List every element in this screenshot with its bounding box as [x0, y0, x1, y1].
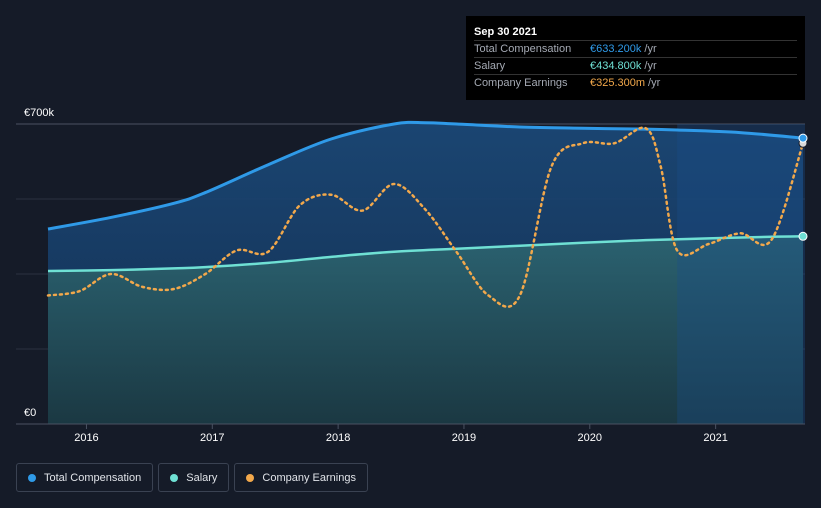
- tooltip-row-total-compensation: Total Compensation €633.200k /yr: [474, 40, 797, 57]
- highlight-region: [677, 124, 805, 424]
- x-tick-label: 2017: [200, 432, 224, 444]
- legend-label: Company Earnings: [262, 471, 356, 484]
- legend-item-company-earnings[interactable]: Company Earnings: [234, 463, 368, 492]
- tooltip-unit: /yr: [648, 77, 661, 89]
- x-tick-label: 2018: [326, 432, 350, 444]
- y-tick-label: €0: [24, 407, 36, 419]
- legend-dot-icon: [28, 473, 36, 482]
- y-tick-label: €700k: [24, 107, 54, 119]
- hover-tooltip: Sep 30 2021 Total Compensation €633.200k…: [466, 16, 805, 100]
- tooltip-value: €434.800k: [590, 60, 642, 72]
- x-tick-label: 2019: [452, 432, 476, 444]
- legend-item-salary[interactable]: Salary: [158, 463, 230, 492]
- x-tick-label: 2020: [578, 432, 602, 444]
- company-earnings-line: [46, 126, 805, 308]
- end-markers: [798, 133, 808, 241]
- total-compensation-line: [47, 120, 804, 231]
- legend-dot-icon: [246, 473, 255, 482]
- legend-label: Total Compensation: [44, 471, 142, 484]
- legend-item-total-compensation[interactable]: Total Compensation: [16, 463, 154, 492]
- tooltip-label: Total Compensation: [474, 43, 572, 55]
- tooltip-label: Salary: [474, 60, 506, 72]
- salary-end-point: [798, 231, 808, 241]
- tooltip-value: €633.200k: [590, 43, 642, 55]
- tooltip-date: Sep 30 2021: [474, 26, 537, 38]
- tooltip-label: Company Earnings: [474, 77, 568, 89]
- legend-label: Salary: [186, 471, 218, 484]
- salary-area: [48, 236, 803, 424]
- chart-legend: Total Compensation Salary Company Earnin…: [16, 463, 368, 492]
- series-areas: [48, 122, 803, 424]
- tooltip-unit: /yr: [644, 60, 657, 72]
- salary-line: [47, 235, 804, 273]
- series-lines: [46, 120, 805, 308]
- axes: €700k €0 2016 2017 2018 2019 2020 2021: [16, 107, 805, 444]
- forecast-shade: [677, 124, 805, 424]
- tooltip-row-salary: Salary €434.800k /yr: [474, 57, 797, 74]
- total-compensation-end-point: [798, 133, 808, 143]
- x-tick-label: 2021: [703, 432, 727, 444]
- tooltip-row-company-earnings: Company Earnings €325.300m /yr: [474, 74, 797, 91]
- x-tick-label: 2016: [74, 432, 98, 444]
- tooltip-unit: /yr: [644, 43, 657, 55]
- tooltip-value: €325.300m: [590, 77, 646, 89]
- legend-dot-icon: [170, 473, 179, 482]
